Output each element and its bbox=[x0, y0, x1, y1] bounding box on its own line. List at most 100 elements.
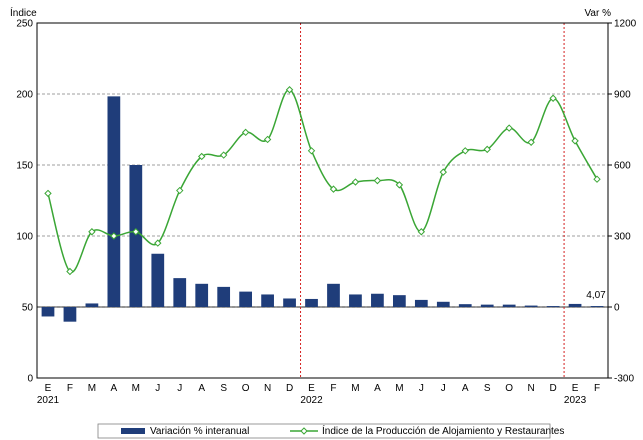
line-point bbox=[351, 178, 360, 186]
bar bbox=[458, 304, 472, 307]
line-point bbox=[66, 267, 74, 276]
line-point bbox=[285, 86, 294, 94]
bar bbox=[41, 307, 55, 317]
bar bbox=[480, 304, 494, 307]
x-tick-label: S bbox=[220, 383, 227, 394]
bar bbox=[414, 299, 428, 307]
bar bbox=[524, 305, 538, 307]
line-point bbox=[505, 124, 513, 132]
bar bbox=[239, 291, 253, 307]
year-label: 2021 bbox=[37, 395, 60, 406]
line-point bbox=[263, 135, 272, 144]
year-label: 2022 bbox=[300, 395, 323, 406]
line-point bbox=[88, 228, 96, 236]
right-tick-label: 1200 bbox=[614, 19, 637, 30]
bar bbox=[349, 294, 362, 307]
bar bbox=[283, 298, 296, 307]
bar bbox=[261, 294, 274, 307]
bar bbox=[305, 298, 318, 307]
x-tick-label: A bbox=[198, 383, 205, 394]
bar bbox=[568, 303, 582, 307]
line-point bbox=[198, 152, 206, 161]
left-tick-label: 0 bbox=[27, 374, 33, 385]
line-point bbox=[373, 176, 382, 185]
x-tick-label: M bbox=[132, 383, 140, 394]
bar bbox=[63, 307, 77, 322]
x-tick-label: S bbox=[484, 383, 491, 394]
x-tick-label: D bbox=[549, 383, 556, 394]
x-tick-label: D bbox=[286, 383, 293, 394]
gridlines bbox=[37, 93, 608, 308]
bar bbox=[217, 286, 231, 307]
bar bbox=[107, 96, 121, 307]
right-tick-label: 0 bbox=[614, 303, 620, 314]
bar-series: 4,07 bbox=[41, 96, 606, 322]
right-tick-label: 900 bbox=[614, 90, 631, 101]
x-tick-label: F bbox=[330, 383, 336, 394]
legend-bar-swatch bbox=[121, 428, 145, 434]
x-tick-label: A bbox=[111, 383, 118, 394]
bar bbox=[85, 303, 99, 307]
bar bbox=[327, 283, 340, 307]
line-point bbox=[483, 145, 491, 154]
bar bbox=[129, 165, 143, 307]
plot-frame bbox=[36, 22, 609, 379]
line-point bbox=[549, 94, 557, 102]
left-tick-label: 100 bbox=[16, 232, 33, 243]
line-point bbox=[241, 128, 250, 137]
x-tick-label: F bbox=[594, 383, 600, 394]
data-label: 4,07 bbox=[586, 290, 606, 301]
x-tick-label: A bbox=[374, 383, 381, 394]
line-point bbox=[154, 239, 162, 247]
left-tick-label: 200 bbox=[16, 90, 33, 101]
x-tick-label: E bbox=[45, 383, 52, 394]
left-axis-label: Índice bbox=[10, 6, 37, 19]
line-point bbox=[461, 147, 469, 155]
line-point bbox=[132, 228, 140, 236]
right-tick-label: 600 bbox=[614, 161, 631, 172]
x-tick-label: F bbox=[67, 383, 73, 394]
plot-border bbox=[36, 22, 609, 379]
right-tick-label: -300 bbox=[614, 374, 634, 385]
x-tick-label: A bbox=[462, 383, 469, 394]
line-point bbox=[593, 175, 601, 183]
line-point bbox=[527, 138, 535, 146]
left-tick-label: 150 bbox=[16, 161, 33, 172]
x-tick-label: N bbox=[528, 383, 535, 394]
x-tick-label: M bbox=[395, 383, 403, 394]
right-axis-label: Var % bbox=[585, 8, 612, 19]
left-tick-label: 50 bbox=[22, 303, 34, 314]
x-tick-label: M bbox=[351, 383, 359, 394]
bar bbox=[173, 278, 187, 307]
line-point bbox=[110, 232, 118, 240]
bar bbox=[590, 306, 604, 308]
year-separators bbox=[300, 23, 565, 378]
x-tick-label: E bbox=[308, 383, 315, 394]
line-point bbox=[439, 168, 447, 176]
line-point bbox=[417, 228, 426, 236]
x-tick-label: J bbox=[155, 383, 160, 394]
year-label: 2023 bbox=[564, 395, 587, 406]
left-tick-label: 250 bbox=[16, 19, 33, 30]
x-tick-label: O bbox=[242, 383, 250, 394]
line-point bbox=[329, 185, 338, 193]
line-point bbox=[395, 181, 404, 189]
bar bbox=[151, 253, 165, 307]
x-tick-label: J bbox=[419, 383, 424, 394]
line-point bbox=[219, 151, 228, 159]
bar bbox=[546, 306, 560, 308]
line-series bbox=[44, 86, 601, 276]
x-tick-label: J bbox=[177, 383, 182, 394]
legend-label-line: Índice de la Producción de Alojamiento y… bbox=[322, 424, 564, 437]
legend: Variación % interanual Índice de la Prod… bbox=[97, 423, 564, 439]
x-tick-label: N bbox=[264, 383, 271, 394]
bar bbox=[195, 283, 209, 307]
x-tick-label: O bbox=[505, 383, 513, 394]
x-tick-label: E bbox=[572, 383, 579, 394]
line-point bbox=[571, 137, 579, 145]
legend-box bbox=[97, 423, 551, 439]
legend-line-marker bbox=[300, 427, 308, 435]
line-point bbox=[176, 186, 184, 195]
line-point bbox=[44, 189, 52, 198]
